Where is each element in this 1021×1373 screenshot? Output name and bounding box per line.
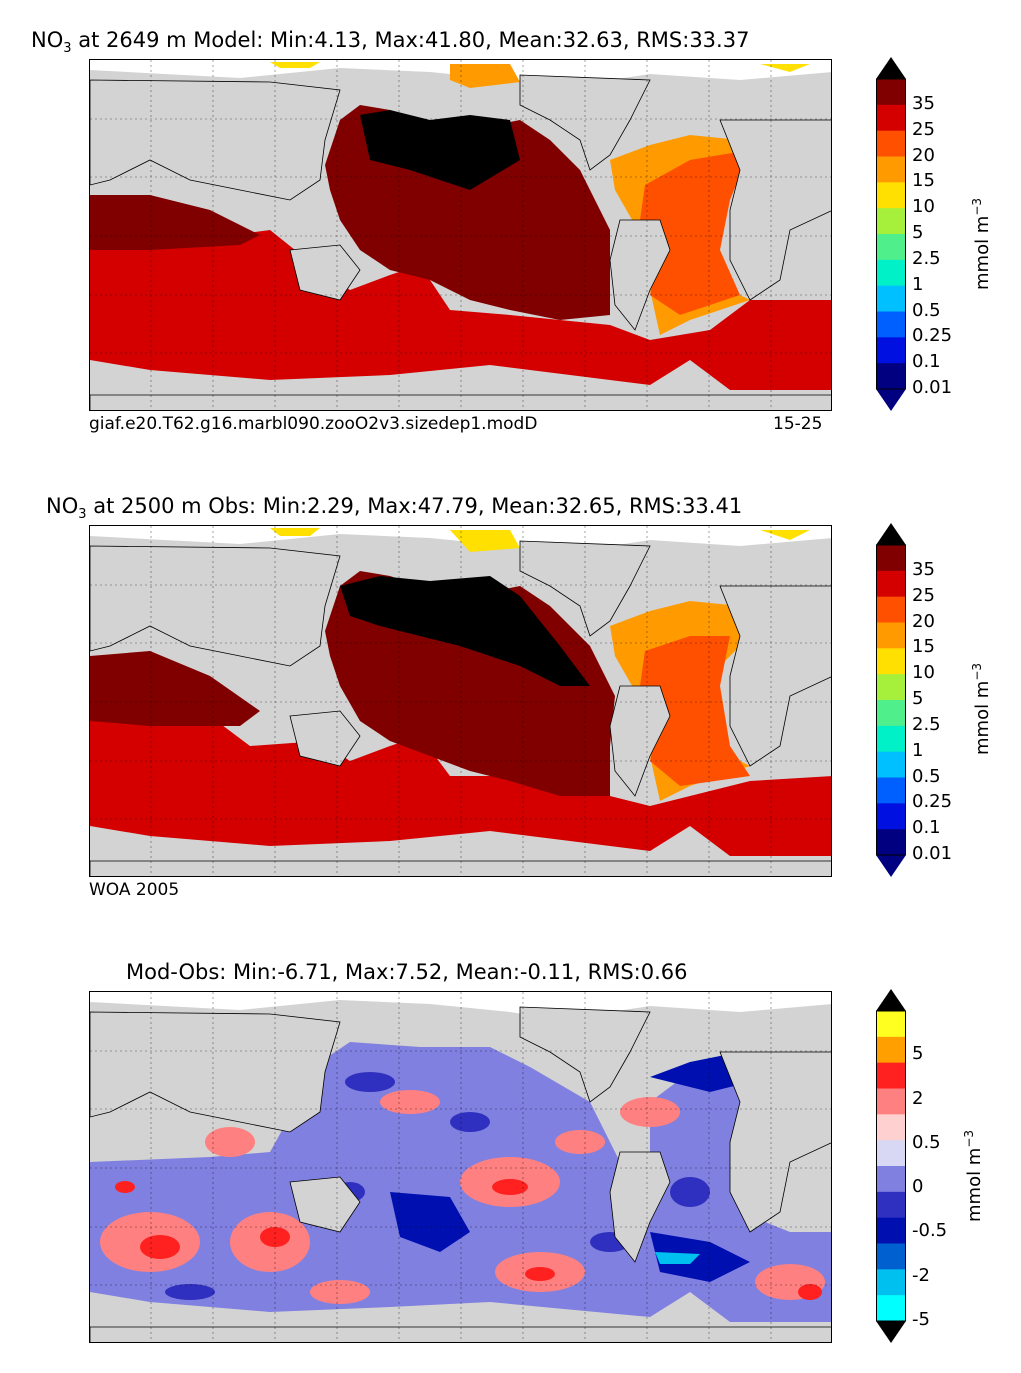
colorbar-swatch bbox=[876, 130, 906, 157]
colorbar-tick-label: 25 bbox=[912, 118, 935, 140]
colorbar-outline bbox=[876, 544, 906, 856]
obs-map-canvas bbox=[90, 526, 831, 876]
colorbar-tick-label: 20 bbox=[912, 144, 935, 166]
colorbar-tick-label: 5 bbox=[912, 688, 924, 709]
colorbar-swatch bbox=[876, 829, 906, 856]
colorbar-tick-label: -2 bbox=[912, 1264, 930, 1286]
model-colorbar bbox=[876, 57, 906, 411]
colorbar-outline bbox=[876, 1010, 906, 1322]
colorbar-tick-label: 25 bbox=[912, 584, 935, 606]
diff-panel-title: Mod-Obs: Min:-6.71, Max:7.52, Mean:-0.11… bbox=[126, 960, 688, 984]
colorbar-tick-label: -0.5 bbox=[912, 1220, 948, 1242]
colorbar-tick-label: 10 bbox=[912, 196, 935, 218]
colorbar-tick-label: 2.5 bbox=[912, 247, 941, 269]
colorbar-over-arrow bbox=[876, 989, 906, 1011]
colorbar-tick-label: 0 bbox=[912, 1176, 924, 1198]
obs-dataset-name: WOA 2005 bbox=[89, 880, 180, 900]
colorbar-tick-label: 2 bbox=[912, 1087, 924, 1109]
colorbar-swatch bbox=[876, 311, 906, 338]
colorbar-tick-label: 1 bbox=[912, 273, 924, 295]
model-colorbar-unit: mmol m−3 bbox=[970, 197, 993, 290]
colorbar-swatch bbox=[876, 1011, 906, 1038]
colorbar-tick-label: 20 bbox=[912, 610, 935, 632]
colorbar-tick-label: 35 bbox=[912, 558, 935, 580]
colorbar-swatch bbox=[876, 156, 906, 183]
colorbar-tick-label: -5 bbox=[912, 1309, 930, 1330]
colorbar-tick-label: 35 bbox=[912, 92, 935, 114]
model-map bbox=[89, 59, 832, 411]
colorbar-swatch bbox=[876, 104, 906, 132]
colorbar-tick-label: 0.25 bbox=[912, 325, 953, 347]
colorbar-tick-label: 5 bbox=[912, 1043, 924, 1065]
colorbar-swatch bbox=[876, 751, 906, 778]
colorbar-swatch bbox=[876, 596, 906, 623]
model-colorbar-swatches bbox=[876, 57, 906, 411]
colorbar-swatch bbox=[876, 648, 906, 675]
colorbar-swatch bbox=[876, 1166, 906, 1193]
colorbar-swatch bbox=[876, 674, 906, 701]
colorbar-swatch bbox=[876, 1269, 906, 1296]
colorbar-swatch bbox=[876, 545, 906, 572]
colorbar-swatch bbox=[876, 1243, 906, 1270]
diff-colorbar-unit: mmol m−3 bbox=[962, 1129, 985, 1222]
colorbar-tick-label: 15 bbox=[912, 636, 935, 658]
colorbar-swatch bbox=[876, 285, 906, 312]
colorbar-over-arrow bbox=[876, 523, 906, 545]
colorbar-swatch bbox=[876, 1191, 906, 1219]
colorbar-under-arrow bbox=[876, 389, 906, 411]
colorbar-tick-label: 0.1 bbox=[912, 351, 941, 373]
colorbar-tick-label: 0.5 bbox=[912, 299, 941, 321]
diff-colorbar-swatches bbox=[876, 989, 906, 1343]
colorbar-tick-label: 1 bbox=[912, 739, 924, 761]
colorbar-swatch bbox=[876, 1140, 906, 1167]
colorbar-swatch bbox=[876, 259, 906, 287]
obs-panel-title: NO3 at 2500 m Obs: Min:2.29, Max:47.79, … bbox=[46, 494, 743, 523]
colorbar-swatch bbox=[876, 337, 906, 364]
obs-colorbar-unit: mmol m−3 bbox=[970, 662, 993, 755]
obs-map bbox=[89, 525, 832, 877]
colorbar-tick-label: 10 bbox=[912, 662, 935, 684]
colorbar-under-arrow bbox=[876, 855, 906, 877]
model-year-range: 15-25 bbox=[773, 414, 823, 434]
model-map-canvas bbox=[90, 60, 831, 410]
colorbar-swatch bbox=[876, 208, 906, 235]
colorbar-swatch bbox=[876, 1217, 906, 1244]
colorbar-swatch bbox=[876, 622, 906, 649]
colorbar-swatch bbox=[876, 1295, 906, 1322]
diff-map-canvas bbox=[90, 992, 831, 1342]
obs-colorbar-swatches bbox=[876, 523, 906, 877]
colorbar-swatch bbox=[876, 363, 906, 390]
colorbar-swatch bbox=[876, 725, 906, 753]
colorbar-swatch bbox=[876, 1062, 906, 1089]
colorbar-swatch bbox=[876, 234, 906, 261]
colorbar-tick-label: 0.25 bbox=[912, 791, 953, 813]
colorbar-tick-label: 0.5 bbox=[912, 765, 941, 787]
colorbar-swatch bbox=[876, 79, 906, 106]
colorbar-tick-label: 0.01 bbox=[912, 843, 953, 864]
colorbar-tick-label: 2.5 bbox=[912, 713, 941, 735]
model-run-name: giaf.e20.T62.g16.marbl090.zooO2v3.sizede… bbox=[89, 414, 538, 434]
colorbar-tick-label: 0.1 bbox=[912, 817, 941, 839]
colorbar-swatch bbox=[876, 570, 906, 598]
colorbar-swatch bbox=[876, 1036, 906, 1064]
colorbar-swatch bbox=[876, 182, 906, 209]
obs-colorbar bbox=[876, 523, 906, 877]
colorbar-outline bbox=[876, 78, 906, 390]
colorbar-tick-label: 0.01 bbox=[912, 377, 953, 398]
colorbar-swatch bbox=[876, 1088, 906, 1115]
colorbar-swatch bbox=[876, 700, 906, 727]
diff-map bbox=[89, 991, 832, 1343]
colorbar-tick-label: 15 bbox=[912, 170, 935, 192]
colorbar-over-arrow bbox=[876, 57, 906, 79]
diff-colorbar bbox=[876, 989, 906, 1343]
colorbar-swatch bbox=[876, 803, 906, 830]
colorbar-swatch bbox=[876, 777, 906, 804]
colorbar-tick-label: 0.5 bbox=[912, 1131, 941, 1153]
model-panel-title: NO3 at 2649 m Model: Min:4.13, Max:41.80… bbox=[31, 28, 750, 57]
colorbar-swatch bbox=[876, 1114, 906, 1141]
colorbar-tick-label: 5 bbox=[912, 222, 924, 243]
colorbar-under-arrow bbox=[876, 1321, 906, 1343]
